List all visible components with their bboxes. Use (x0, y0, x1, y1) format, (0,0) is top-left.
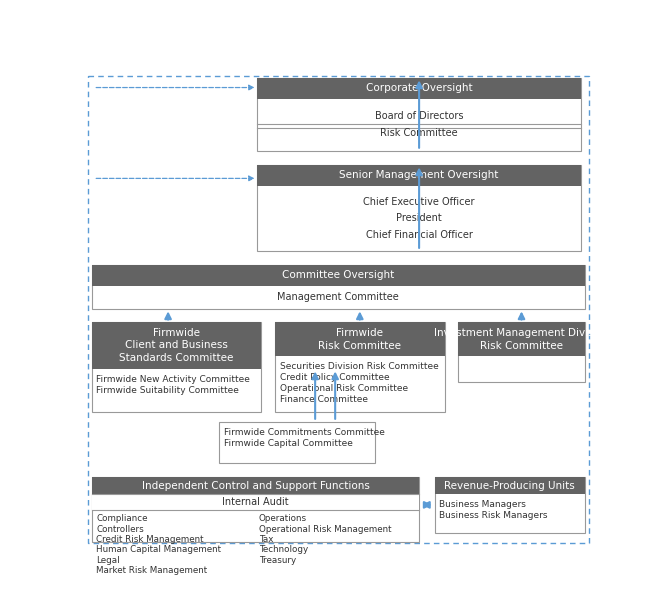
Text: Firmwide
Risk Committee: Firmwide Risk Committee (318, 328, 401, 351)
Bar (257, 77, 581, 99)
Text: Human Capital Management: Human Capital Management (96, 545, 222, 554)
Bar (92, 494, 419, 510)
Bar (434, 477, 585, 494)
Text: President: President (396, 214, 442, 223)
Text: Compliance: Compliance (96, 514, 148, 523)
Bar (257, 165, 581, 186)
Text: Firmwide New Activity Committee: Firmwide New Activity Committee (96, 375, 250, 384)
Bar (92, 477, 419, 494)
Text: Legal: Legal (96, 556, 120, 565)
Bar (275, 322, 445, 356)
Bar (92, 322, 261, 413)
Text: Revenue-Producing Units: Revenue-Producing Units (444, 481, 575, 491)
Bar (458, 322, 585, 382)
Text: Risk Committee: Risk Committee (380, 128, 458, 139)
Text: Firmwide
Client and Business
Standards Committee: Firmwide Client and Business Standards C… (119, 328, 234, 363)
Text: Business Managers: Business Managers (439, 500, 526, 509)
Text: Technology: Technology (259, 545, 308, 554)
Bar (458, 322, 585, 356)
Text: Operational Risk Management: Operational Risk Management (259, 524, 391, 534)
Bar (92, 322, 261, 368)
Text: Corporate Oversight: Corporate Oversight (366, 84, 473, 93)
Bar (257, 165, 581, 251)
Bar (92, 265, 585, 286)
Bar (92, 477, 419, 542)
Bar (92, 265, 585, 308)
Text: Securities Division Risk Committee: Securities Division Risk Committee (280, 362, 438, 371)
Text: Investment Management Division
Risk Committee: Investment Management Division Risk Comm… (434, 328, 609, 351)
Text: Management Committee: Management Committee (277, 292, 399, 302)
Text: Committee Oversight: Committee Oversight (282, 270, 395, 281)
Text: Operational Risk Committee: Operational Risk Committee (280, 384, 408, 393)
Text: Market Risk Management: Market Risk Management (96, 566, 208, 575)
Text: Operations: Operations (259, 514, 307, 523)
Text: Senior Management Oversight: Senior Management Oversight (339, 170, 499, 181)
Text: Treasury: Treasury (259, 556, 296, 565)
Text: Independent Control and Support Functions: Independent Control and Support Function… (141, 481, 370, 491)
Bar (257, 77, 581, 150)
Text: Controllers: Controllers (96, 524, 145, 534)
Text: Credit Risk Management: Credit Risk Management (96, 535, 204, 544)
Bar (434, 477, 585, 534)
Bar (219, 422, 375, 464)
Bar (275, 322, 445, 413)
Text: Internal Audit: Internal Audit (222, 497, 289, 507)
Text: Firmwide Suitability Committee: Firmwide Suitability Committee (96, 386, 240, 395)
Text: Finance Committee: Finance Committee (280, 395, 368, 404)
Text: Tax: Tax (259, 535, 273, 544)
Text: Business Risk Managers: Business Risk Managers (439, 511, 548, 520)
Text: Board of Directors: Board of Directors (375, 111, 463, 122)
Text: Chief Financial Officer: Chief Financial Officer (366, 230, 473, 239)
Text: Firmwide Commitments Committee: Firmwide Commitments Committee (224, 428, 384, 437)
Text: Firmwide Capital Committee: Firmwide Capital Committee (224, 438, 352, 448)
Text: Credit Policy Committee: Credit Policy Committee (280, 373, 389, 382)
Text: Chief Executive Officer: Chief Executive Officer (364, 197, 475, 208)
